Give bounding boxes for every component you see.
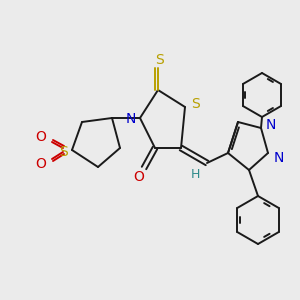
Text: H: H <box>190 169 200 182</box>
Text: N: N <box>266 118 276 132</box>
Text: S: S <box>60 145 68 159</box>
Text: O: O <box>134 170 144 184</box>
Text: S: S <box>156 53 164 67</box>
Text: S: S <box>190 97 200 111</box>
Text: O: O <box>36 130 46 144</box>
Text: N: N <box>126 112 136 126</box>
Text: N: N <box>274 151 284 165</box>
Text: O: O <box>36 157 46 171</box>
